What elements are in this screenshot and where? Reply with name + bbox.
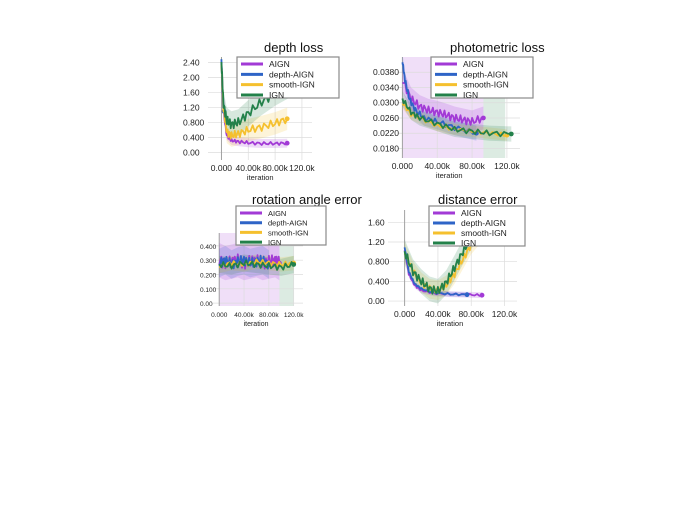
x-tick-label: 0.000 (394, 309, 416, 319)
series-endpoint-aign (284, 140, 290, 146)
legend-label: IGN (269, 90, 284, 100)
y-tick-label: 0.400 (200, 244, 217, 251)
x-tick-label: 40.00k (234, 312, 254, 319)
y-tick-label: 0.00 (200, 301, 213, 308)
chart-panel-1: photometric loss 0.0180 0.0220 0.0260 0.0300… (373, 40, 545, 180)
series-endpoint-depth-aign (464, 292, 470, 298)
shaded-region (279, 233, 294, 306)
x-tick-label: 40.00k (424, 161, 450, 171)
y-tick-label: 1.60 (368, 217, 385, 227)
series-line-ign (401, 98, 512, 138)
x-tick-label: 0.000 (211, 163, 233, 173)
x-axis-label: iteration (437, 319, 464, 328)
series-line-ign (218, 259, 295, 271)
x-tick-label: 120.0k (494, 161, 520, 171)
series-band-smooth-ign (402, 97, 507, 141)
y-tick-label: 2.00 (183, 73, 200, 83)
x-axis-label: iteration (244, 321, 269, 328)
legend-label: smooth-IGN (463, 80, 509, 90)
legend-label: AIGN (463, 59, 484, 69)
y-tick-label: 0.400 (183, 133, 205, 143)
x-tick-label: 40.00k (235, 163, 261, 173)
legend-label: IGN (268, 238, 281, 247)
x-tick-label: 120.0k (289, 163, 315, 173)
series-band-ign (402, 91, 512, 142)
x-tick-label: 120.0k (284, 312, 304, 319)
chart-panel-3: distance error 0.00 0.400 0.800 1.20 1.60 0.00… (368, 192, 526, 328)
x-tick-label: 80.00k (262, 163, 288, 173)
y-tick-label: 0.00 (368, 296, 385, 306)
x-axis-label: iteration (247, 173, 274, 182)
y-tick-label: 2.40 (183, 58, 200, 68)
legend-label: smooth-IGN (269, 80, 315, 90)
legend-label: depth-AIGN (461, 218, 506, 228)
series-endpoint-ign (508, 131, 514, 137)
x-tick-label: 40.00k (425, 309, 451, 319)
plot-area (218, 243, 297, 281)
chart-title: distance error (438, 192, 518, 207)
x-tick-label: 0.000 (211, 312, 228, 319)
series-endpoint-smooth-ign (284, 116, 290, 122)
series-endpoint-aign (479, 292, 485, 298)
legend-label: depth-AIGN (463, 69, 508, 79)
series-line-aign (402, 82, 484, 126)
y-tick-label: 0.0340 (373, 82, 399, 92)
y-tick-label: 1.20 (183, 103, 200, 113)
x-tick-label: 80.00k (458, 309, 484, 319)
y-tick-label: 0.0300 (373, 98, 399, 108)
series-line-depth-aign (403, 247, 468, 297)
legend-label: IGN (461, 238, 476, 248)
chart-title: depth loss (264, 40, 324, 55)
legend-label: depth-AIGN (269, 69, 314, 79)
plot-area (403, 210, 485, 304)
series-endpoint-ign (291, 262, 297, 267)
y-tick-label: 0.100 (200, 287, 217, 294)
y-tick-label: 1.60 (183, 88, 200, 98)
x-axis-label: iteration (436, 171, 463, 180)
y-tick-label: 0.00 (183, 148, 200, 158)
chart-panel-0: depth loss 0.00 0.400 0.800 1.20 1.60 2.00 2.40… (183, 40, 340, 182)
y-tick-label: 0.0180 (373, 143, 399, 153)
series-band-aign (404, 246, 482, 299)
legend-label: smooth-IGN (268, 228, 308, 237)
y-tick-label: 0.0220 (373, 128, 399, 138)
legend-label: AIGN (461, 208, 482, 218)
y-tick-label: 0.800 (368, 257, 390, 267)
legend-label: smooth-IGN (461, 228, 507, 238)
chart-panel-2: rotation angle error 0.00 0.100 0.200 0.300 0… (200, 192, 363, 328)
legend-label: AIGN (269, 59, 290, 69)
x-tick-label: 80.00k (459, 161, 485, 171)
x-tick-label: 120.0k (492, 309, 518, 319)
y-tick-label: 0.400 (368, 276, 390, 286)
chart-title: rotation angle error (252, 192, 363, 207)
legend-label: AIGN (268, 209, 286, 218)
y-tick-label: 1.20 (368, 237, 385, 247)
y-tick-label: 0.200 (200, 273, 217, 280)
chart-title: photometric loss (450, 40, 545, 55)
legend-label: IGN (463, 90, 478, 100)
y-tick-label: 0.0260 (373, 113, 399, 123)
series-line-depth-aign (401, 62, 477, 135)
y-tick-label: 0.0380 (373, 67, 399, 77)
y-tick-label: 0.300 (200, 258, 217, 265)
y-tick-label: 0.800 (183, 118, 205, 128)
x-tick-label: 80.00k (259, 312, 279, 319)
x-tick-label: 0.000 (392, 161, 414, 171)
series-endpoint-aign (481, 115, 486, 121)
plot-area (401, 57, 514, 142)
legend-label: depth-AIGN (268, 219, 308, 228)
